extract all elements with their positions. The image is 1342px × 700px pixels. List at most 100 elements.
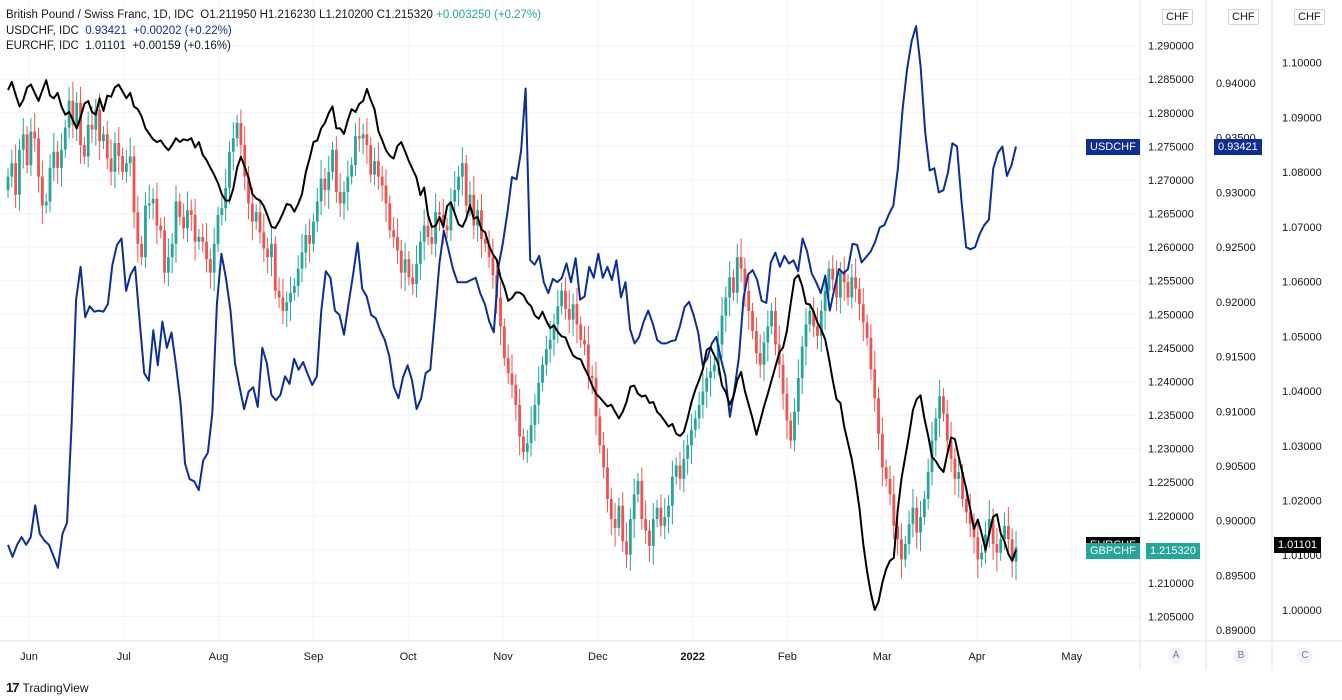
candle	[182, 203, 186, 240]
candle	[422, 209, 426, 261]
axis-b-button[interactable]: B	[1233, 648, 1249, 664]
candle	[804, 308, 808, 366]
footer-brand[interactable]: TradingView	[22, 680, 89, 695]
candle-body	[71, 100, 75, 125]
candle	[655, 499, 659, 528]
candle	[525, 429, 529, 463]
axis-c-button[interactable]: C	[1297, 648, 1313, 664]
candle	[235, 114, 239, 147]
legend-eurchf: EURCHF, IDC 1.01101 +0.00159 (+0.16%)	[6, 39, 541, 55]
candle-body	[525, 443, 529, 452]
candle-body	[56, 151, 60, 168]
axis-c-tick: 1.05000	[1282, 331, 1322, 343]
gbpchf-price-label: 1.215320	[1146, 543, 1200, 559]
axis-c-tick: 1.10000	[1282, 58, 1322, 70]
candle-body	[911, 507, 915, 524]
candle-body	[705, 378, 709, 392]
candle-body	[396, 237, 399, 251]
axis-b-unit[interactable]: CHF	[1228, 9, 1259, 25]
candle-body	[583, 339, 586, 345]
candle-body	[670, 476, 674, 506]
axis-a-unit[interactable]: CHF	[1162, 9, 1193, 25]
candle-body	[586, 344, 590, 377]
candle-body	[399, 250, 403, 273]
candle-body	[354, 136, 357, 166]
candle	[892, 475, 896, 540]
candle	[510, 354, 514, 399]
candle-body	[846, 282, 850, 298]
candle-body	[14, 163, 18, 195]
candle	[976, 521, 980, 579]
candle-body	[464, 163, 468, 206]
candle-body	[625, 541, 628, 555]
candle	[724, 286, 728, 332]
candle	[231, 122, 235, 171]
candle-body	[926, 472, 930, 499]
candle	[21, 118, 25, 169]
candle	[690, 413, 693, 465]
candle-body	[441, 214, 445, 226]
candle-body	[170, 243, 174, 258]
candle-body	[247, 176, 250, 204]
candle	[793, 398, 796, 452]
candle	[747, 274, 751, 330]
candle	[842, 256, 846, 301]
candle	[922, 490, 926, 526]
axis-a-button[interactable]: A	[1168, 648, 1184, 664]
candle	[338, 173, 342, 217]
time-tick: Feb	[778, 651, 797, 663]
candle-body	[300, 252, 304, 269]
axis-c-unit[interactable]: CHF	[1294, 9, 1325, 25]
time-tick: May	[1061, 651, 1082, 663]
candle-body	[674, 465, 678, 477]
candle	[953, 447, 957, 495]
candle	[579, 316, 583, 348]
candle-body	[949, 440, 953, 459]
candle	[827, 260, 831, 299]
candle-body	[331, 149, 334, 172]
candle	[945, 400, 949, 452]
candle-body	[892, 494, 896, 526]
candle-body	[75, 102, 79, 125]
time-tick: Jun	[20, 651, 38, 663]
candle	[445, 217, 449, 239]
candle	[682, 439, 686, 493]
candle-body	[686, 445, 690, 459]
candle-body	[781, 364, 785, 394]
candle-body	[774, 310, 777, 345]
candle	[518, 388, 522, 456]
candle-body	[499, 297, 502, 327]
candle	[651, 502, 655, 565]
candle-body	[273, 243, 277, 291]
candle-body	[823, 290, 827, 311]
candle	[858, 278, 861, 321]
candle	[155, 182, 159, 245]
axis-a-tick: 1.210000	[1148, 578, 1194, 590]
axis-c-tick: 1.08000	[1282, 167, 1322, 179]
candle	[430, 223, 434, 255]
candle-body	[250, 203, 254, 222]
candle-body	[880, 433, 884, 468]
axis-b-tick: 0.89500	[1216, 570, 1256, 582]
candle-body	[18, 149, 21, 195]
candle	[399, 239, 403, 289]
candle-body	[613, 519, 617, 528]
candle-body	[262, 232, 266, 249]
candle-body	[544, 349, 548, 365]
candle	[449, 188, 453, 242]
candle	[537, 366, 541, 424]
candle-body	[541, 364, 544, 383]
axis-b-tick: 0.94000	[1216, 78, 1256, 90]
candle-body	[735, 257, 739, 293]
candle-body	[537, 382, 541, 405]
candle	[82, 136, 86, 165]
candle-body	[460, 163, 464, 177]
candle	[18, 139, 21, 211]
candle-body	[762, 342, 766, 365]
grid	[0, 0, 1140, 640]
candle	[560, 282, 564, 315]
candle-body	[438, 212, 441, 215]
candle-body	[869, 337, 873, 370]
legend-gbpchf-close: C1.215320	[376, 9, 433, 21]
